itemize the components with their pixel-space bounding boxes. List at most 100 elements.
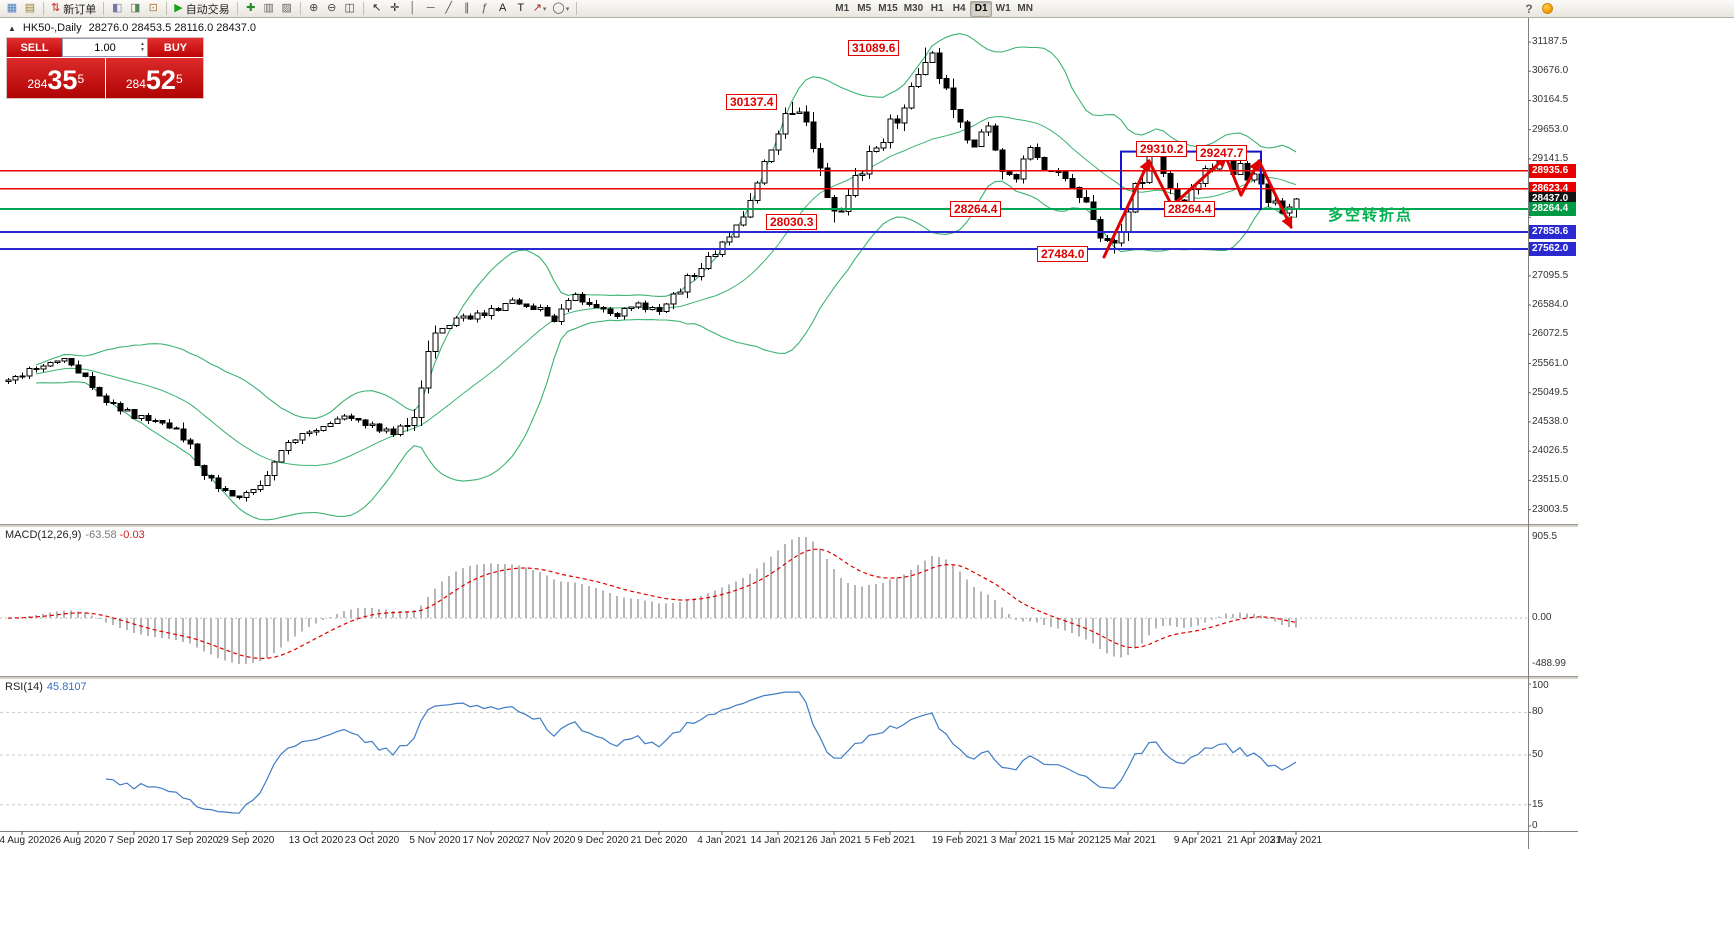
channel-icon[interactable]: ∥: [458, 1, 476, 17]
price-annotation[interactable]: 28030.3: [766, 214, 818, 231]
periods-icon[interactable]: ▥: [260, 1, 278, 17]
x-axis-label: 29 Sep 2020: [217, 835, 275, 846]
text-label-icon[interactable]: T: [512, 1, 530, 17]
price-annotation[interactable]: 28264.4: [950, 201, 1002, 218]
horizontal-line-icon[interactable]: ─: [422, 1, 440, 17]
autotrading-button[interactable]: ▶ 自动交易: [174, 2, 230, 16]
price-annotation[interactable]: 28264.4: [1164, 201, 1216, 218]
vertical-line-icon: │: [409, 2, 417, 14]
y-axis-label: 100: [1532, 680, 1549, 691]
price-tag: 27858.6: [1529, 225, 1576, 240]
history-center-icon[interactable]: ◧: [108, 1, 126, 17]
text-icon[interactable]: A: [494, 1, 512, 17]
shapes-icon[interactable]: ◯ ▾: [552, 2, 570, 14]
y-axis-label: 23003.5: [1532, 503, 1569, 515]
timeframe-m30[interactable]: M30: [903, 3, 924, 14]
ohlc-values: 28276.0 28453.5 28116.0 28437.0: [88, 22, 257, 34]
y-axis-label: 15: [1532, 798, 1544, 810]
x-axis-label: 21 Apr 2021: [1227, 835, 1281, 846]
shapes-icon: ◯: [552, 2, 565, 14]
y-axis-label: 0.00: [1532, 612, 1552, 624]
sell-button[interactable]: SELL: [7, 38, 62, 57]
new-order-button[interactable]: ⇅ 新订单: [51, 2, 97, 16]
y-axis-label: 29141.5: [1532, 152, 1569, 164]
timeframe-d1[interactable]: D1: [970, 0, 993, 17]
indicators-icon[interactable]: ✚: [242, 1, 260, 17]
x-axis-label: 14 Aug 2020: [0, 835, 51, 846]
timeframe-m15[interactable]: M15: [878, 3, 898, 14]
rsi-label: RSI(14) 45.8107: [5, 681, 87, 693]
buy-price[interactable]: 284 52 5: [105, 58, 203, 98]
metaeditor-icon[interactable]: ⊡: [144, 1, 162, 17]
zoom-out-icon[interactable]: ⊖: [323, 1, 341, 17]
chart-note[interactable]: 多空转折点: [1328, 207, 1414, 224]
cursor-icon[interactable]: ↖: [368, 1, 386, 17]
x-axis-label: 5 Nov 2020: [409, 835, 461, 846]
y-axis-label: 31187.5: [1532, 36, 1568, 47]
trend-arrows[interactable]: [1102, 155, 1293, 259]
metaeditor-icon: ⊡: [148, 2, 158, 14]
volume-stepper[interactable]: ▲ ▼: [140, 41, 145, 53]
price-tag: 28935.6: [1529, 163, 1576, 178]
toolbar-groups: ▦ ▤ ⇅ 新订单 ◧ ◨ ⊡ ▶ 自动交易 ✚ ▥ ▨ ⊕ ⊖ ◫ ↖ ✛ │ ─ ╱ ∥ ƒ A T ↗ ▾ ◯ ▾ M1 M5 M15…: [3, 0, 1036, 17]
global-variables-icon[interactable]: ◨: [126, 1, 144, 17]
price-tag: 27562.0: [1529, 242, 1576, 257]
x-axis-label: 3 May 2021: [1269, 835, 1323, 846]
zoom-in-icon[interactable]: ⊕: [305, 1, 323, 17]
trendline-icon: ╱: [445, 2, 452, 14]
one-click-collapse-toggle[interactable]: ▲: [8, 23, 16, 33]
fibonacci-icon[interactable]: ƒ: [476, 1, 494, 17]
new-chart-icon[interactable]: ▦: [3, 1, 21, 17]
community-status-icon[interactable]: [1542, 3, 1553, 14]
macd-histogram: [14, 537, 1297, 664]
sell-price[interactable]: 284 35 5: [7, 58, 105, 98]
indicators-icon: ✚: [246, 2, 256, 14]
timeframe-m1[interactable]: M1: [835, 3, 850, 14]
price-tag: 28623.4: [1529, 181, 1576, 196]
timeframe-mn[interactable]: MN: [1017, 3, 1033, 14]
timeframe-h1[interactable]: H1: [930, 3, 944, 14]
volume-value: 1.00: [94, 41, 116, 54]
y-axis-label: 24538.0: [1532, 415, 1569, 427]
new-order-button: ⇅: [51, 2, 61, 14]
timeframe-w1[interactable]: W1: [995, 3, 1011, 14]
buy-button[interactable]: BUY: [148, 38, 203, 57]
volume-input[interactable]: 1.00 ▲ ▼: [62, 38, 148, 57]
y-axis-label: 905.5: [1532, 531, 1558, 542]
price-annotation[interactable]: 29310.2: [1136, 141, 1188, 158]
price-annotation[interactable]: 29247.7: [1196, 144, 1248, 161]
rsi-line: [105, 691, 1297, 814]
price-annotation[interactable]: 30137.4: [726, 94, 778, 110]
macd-signal-line: [7, 548, 1297, 660]
tile-windows-icon: ◫: [344, 2, 355, 14]
chart-info-line: ▲ HK50-,Daily 28276.0 28453.5 28116.0 28…: [8, 22, 256, 34]
x-axis-label: 5 Feb 2021: [864, 835, 916, 846]
templates-icon[interactable]: ▨: [278, 1, 296, 17]
trendline-icon[interactable]: ╱: [440, 1, 458, 17]
x-axis-label: 21 Dec 2020: [630, 835, 688, 846]
candles: [5, 47, 1300, 502]
y-axis-label: 24026.5: [1532, 445, 1569, 457]
chart-profiles-icon[interactable]: ▤: [21, 1, 39, 17]
price-annotation[interactable]: 31089.6: [848, 39, 900, 56]
tile-windows-icon[interactable]: ◫: [341, 1, 359, 17]
history-center-icon: ◧: [112, 2, 123, 14]
y-axis-label: 26072.5: [1532, 328, 1569, 340]
timeframe-h4[interactable]: H4: [952, 3, 966, 14]
text-icon: A: [499, 2, 507, 14]
x-axis-label: 17 Nov 2020: [462, 835, 520, 846]
autotrading-button: ▶: [174, 2, 183, 14]
help-button[interactable]: ?: [1525, 1, 1533, 16]
arrows-icon[interactable]: ↗ ▾: [532, 2, 547, 14]
horizontal-lines[interactable]: [0, 169, 1528, 251]
x-axis-label: 9 Apr 2021: [1173, 835, 1223, 846]
price-annotation[interactable]: 27484.0: [1037, 245, 1089, 262]
x-axis-label: 23 Oct 2020: [344, 835, 400, 846]
vertical-line-icon[interactable]: │: [404, 1, 422, 17]
price-tag: 28264.4: [1529, 202, 1576, 217]
timeframe-m5[interactable]: M5: [857, 3, 872, 14]
y-axis-label: 30164.5: [1532, 94, 1569, 106]
crosshair-icon[interactable]: ✛: [386, 1, 404, 17]
